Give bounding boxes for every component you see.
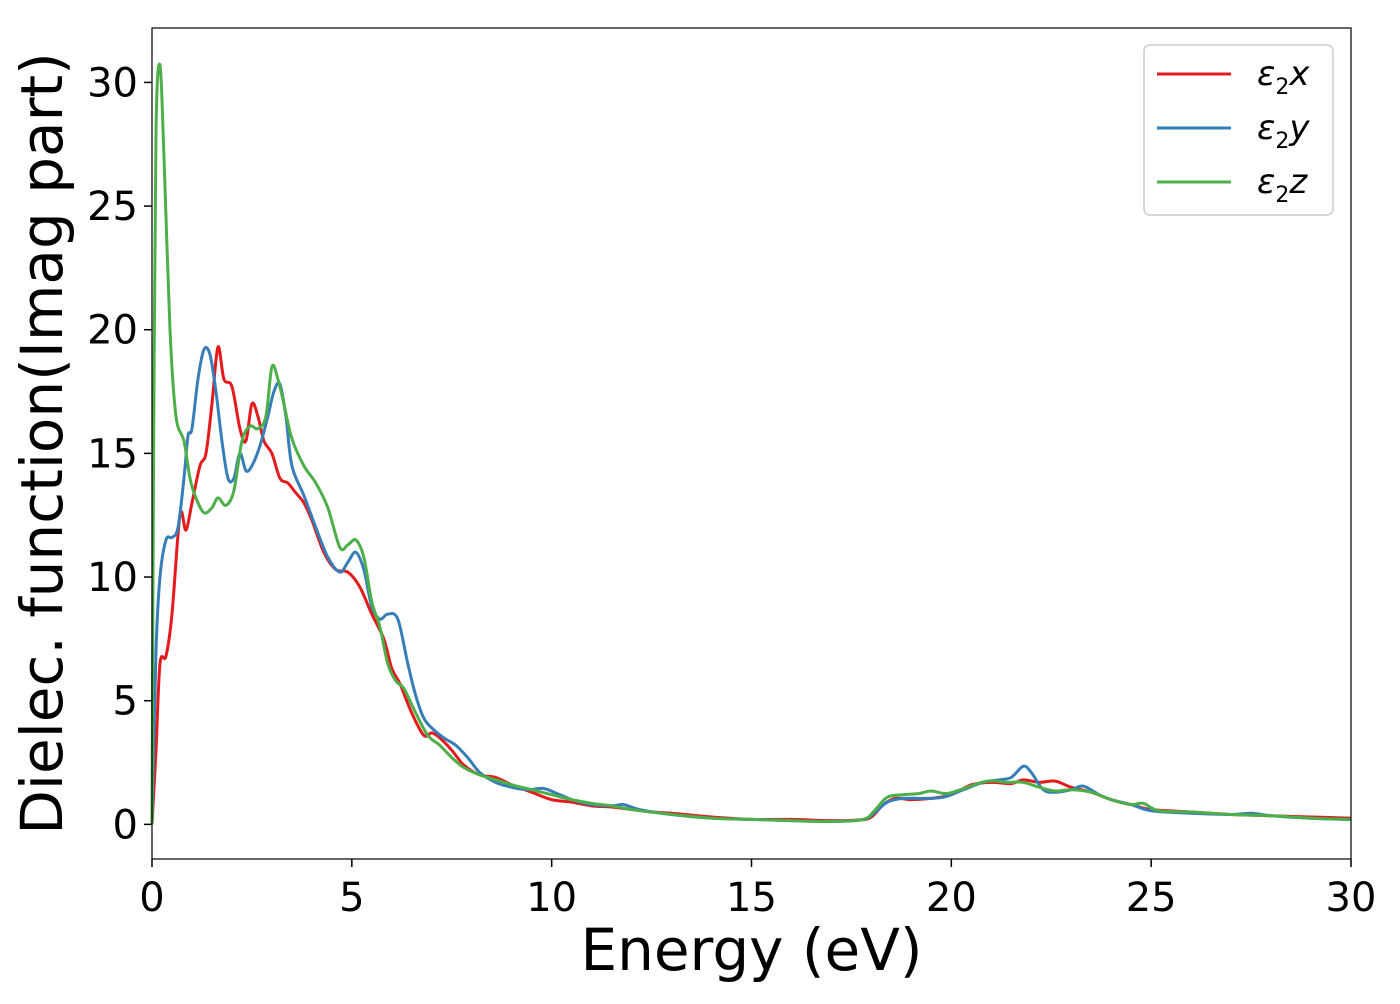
y-tick-label: 25 xyxy=(87,184,138,230)
legend-label-z: ε2z xyxy=(1257,162,1308,208)
legend-label-x: ε2x xyxy=(1257,54,1310,100)
y-tick-label: 5 xyxy=(113,679,138,725)
x-axis-title: Energy (eV) xyxy=(580,916,922,984)
x-tick-label: 20 xyxy=(926,875,977,921)
x-tick-label: 0 xyxy=(139,875,164,921)
y-tick-label: 20 xyxy=(87,308,138,354)
y-tick-label: 15 xyxy=(87,431,138,477)
x-tick-label: 10 xyxy=(526,875,577,921)
y-tick-label: 0 xyxy=(113,802,138,848)
y-axis-title: Dielec. function(Imag part) xyxy=(8,52,76,835)
x-tick-label: 25 xyxy=(1126,875,1177,921)
x-axis-ticks: 0 5 10 15 20 25 30 xyxy=(139,859,1376,921)
x-tick-label: 30 xyxy=(1326,875,1377,921)
y-tick-label: 30 xyxy=(87,60,138,106)
series-layer xyxy=(150,62,1352,825)
series-line-z xyxy=(150,62,1352,825)
legend: ε2x ε2y ε2z xyxy=(1143,44,1334,216)
x-tick-label: 15 xyxy=(726,875,777,921)
x-tick-label: 5 xyxy=(339,875,364,921)
y-tick-label: 10 xyxy=(87,555,138,601)
legend-box xyxy=(1143,44,1334,216)
series-line-y xyxy=(150,345,1352,825)
series-line-x xyxy=(150,345,1352,825)
y-axis-ticks: 0 5 10 15 20 25 30 xyxy=(87,60,152,848)
legend-label-y: ε2y xyxy=(1257,108,1310,154)
